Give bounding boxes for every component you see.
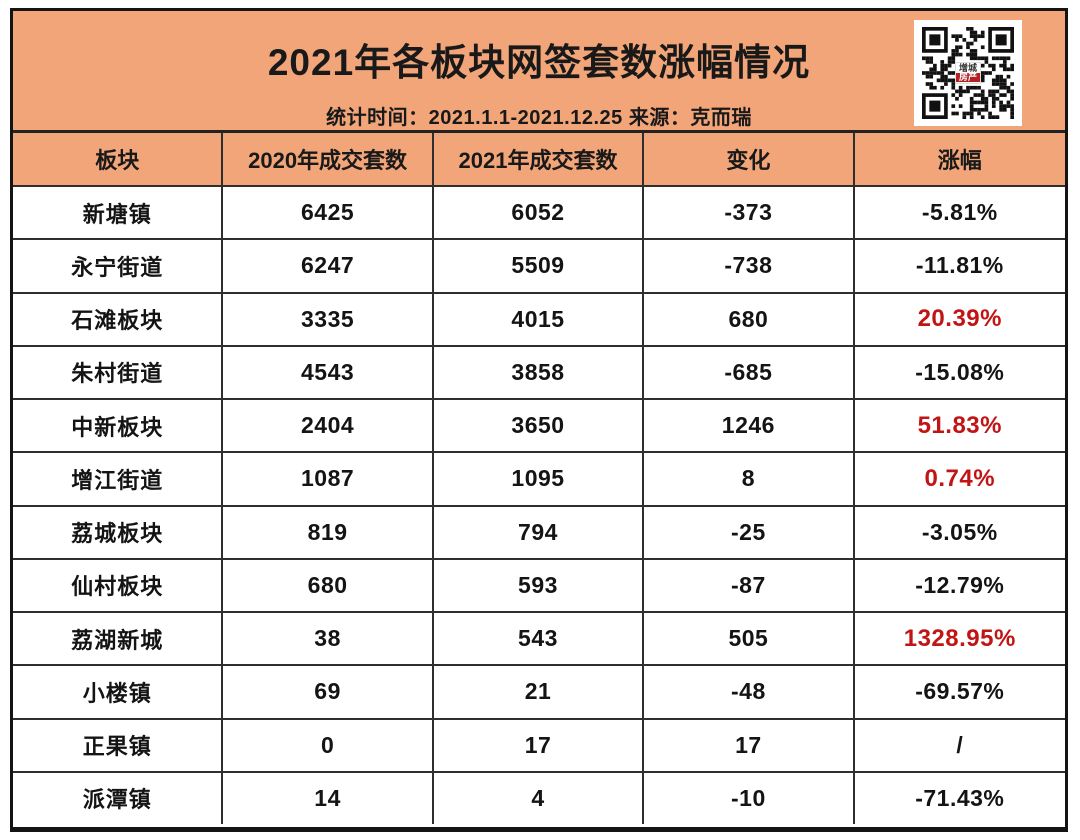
table-row: 正果镇 0 17 17/ — [13, 719, 1065, 773]
cell-change: -25 — [644, 506, 855, 558]
cell-growth-pct: -11.81% — [915, 252, 1004, 279]
cell-block-name: 增江街道 — [13, 453, 224, 505]
table-row: 朱村街道 4543 3858 -685 -15.08% — [13, 346, 1065, 400]
cell-block-name: 荔城板块 — [13, 506, 224, 558]
cell-2021-deals: 1095 — [434, 453, 645, 505]
cell-growth-pct: -15.08% — [915, 358, 1005, 385]
cell-growth-pct: 0.74% — [924, 464, 996, 492]
cell-2021-deals: 593 — [434, 559, 645, 611]
page-subtitle: 统计时间：2021.1.1-2021.12.25 来源：克而瑞 — [326, 107, 752, 129]
table-row: 小楼镇 69 21 -48 -69.57% — [13, 666, 1065, 720]
cell-2021-deals: 3650 — [434, 400, 645, 452]
cell-growth-pct: 20.39% — [917, 305, 1002, 333]
cell-2021-deals: 4 — [434, 772, 645, 824]
cell-change: -10 — [644, 772, 855, 824]
cell-block-name: 小楼镇 — [13, 666, 224, 718]
cell-2020-deals: 6247 — [223, 240, 434, 292]
cell-2020-deals: 0 — [223, 719, 434, 771]
cell-block-name: 石滩板块 — [13, 293, 224, 345]
cell-2020-deals: 680 — [223, 559, 434, 611]
column-header-block: 板块 — [13, 133, 224, 185]
cell-2020-deals: 4543 — [223, 346, 434, 398]
cell-block-name: 荔湖新城 — [13, 613, 224, 665]
cell-block-name: 永宁街道 — [13, 240, 224, 292]
cell-2021-deals: 5509 — [434, 240, 645, 292]
cell-2021-deals: 543 — [434, 613, 645, 665]
cell-2021-deals: 3858 — [434, 346, 645, 398]
table-row: 荔湖新城 38 543 505 1328.95% — [13, 613, 1065, 667]
cell-2021-deals: 6052 — [434, 187, 645, 239]
cell-2021-deals: 17 — [434, 719, 645, 771]
cell-block-name: 朱村街道 — [13, 346, 224, 398]
cell-block-name: 新塘镇 — [13, 187, 224, 239]
cell-change: 1246 — [644, 400, 855, 452]
cell-growth-pct: -12.79% — [915, 571, 1005, 598]
cell-change: -87 — [644, 559, 855, 611]
cell-change: -48 — [644, 666, 855, 718]
table-row: 永宁街道 6247 5509 -738 -11.81% — [13, 240, 1065, 294]
cell-2020-deals: 38 — [223, 613, 434, 665]
column-header-growth: 涨幅 — [937, 148, 982, 173]
table-row: 仙村板块 680 593 -87 -12.79% — [13, 559, 1065, 613]
table-row: 增江街道 1087 1095 8 0.74% — [13, 453, 1065, 507]
cell-change: -373 — [644, 187, 855, 239]
cell-change: 680 — [644, 293, 855, 345]
page-title: 2021年各板块网签套数涨幅情况 — [267, 42, 811, 83]
table-row: 新塘镇 6425 6052 -373 -5.81% — [13, 187, 1065, 241]
column-header-2021-deals: 2021年成交套数 — [434, 133, 645, 185]
infographic-frame: 2021年各板块网签套数涨幅情况 统计时间：2021.1.1-2021.12.2… — [10, 8, 1068, 832]
qr-code-icon: 增城 房产 — [914, 20, 1022, 126]
cell-growth-pct: -5.81% — [921, 199, 998, 226]
cell-2021-deals: 794 — [434, 506, 645, 558]
cell-change: -685 — [644, 346, 855, 398]
table-body: 新塘镇 6425 6052 -373 -5.81% 永宁街道 6247 5509 -738 -11… — [13, 187, 1065, 824]
cell-2021-deals: 4015 — [434, 293, 645, 345]
table-row: 派潭镇 14 4 -10 -71.43% — [13, 772, 1065, 824]
qr-logo-text-bottom: 房产 — [956, 73, 980, 82]
cell-growth-pct: -3.05% — [921, 518, 998, 545]
cell-2021-deals: 21 — [434, 666, 645, 718]
cell-change: 8 — [644, 453, 855, 505]
cell-growth-pct: 51.83% — [917, 411, 1002, 439]
qr-center-logo: 增城 房产 — [955, 62, 981, 84]
cell-2020-deals: 3335 — [223, 293, 434, 345]
cell-block-name: 仙村板块 — [13, 559, 224, 611]
cell-block-name: 派潭镇 — [13, 772, 224, 824]
cell-2020-deals: 1087 — [223, 453, 434, 505]
cell-growth-pct: -69.57% — [915, 678, 1005, 705]
cell-2020-deals: 14 — [223, 772, 434, 824]
table-row: 中新板块 2404 3650 1246 51.83% — [13, 400, 1065, 454]
cell-growth-pct: / — [956, 731, 964, 758]
cell-2020-deals: 69 — [223, 666, 434, 718]
cell-2020-deals: 819 — [223, 506, 434, 558]
table-row: 石滩板块 3335 4015 680 20.39% — [13, 293, 1065, 347]
cell-growth-pct: 1328.95% — [903, 624, 1016, 652]
cell-change: -738 — [644, 240, 855, 292]
cell-2020-deals: 2404 — [223, 400, 434, 452]
table-header-row: 板块 2020年成交套数 2021年成交套数 变化 涨幅 — [13, 133, 1065, 187]
cell-growth-pct: -71.43% — [915, 784, 1005, 811]
column-header-change: 变化 — [644, 133, 855, 185]
title-banner: 2021年各板块网签套数涨幅情况 统计时间：2021.1.1-2021.12.2… — [13, 11, 1065, 133]
qr-logo-text-top: 增城 — [958, 63, 977, 73]
qr-pattern-svg — [922, 27, 1014, 119]
cell-change: 505 — [644, 613, 855, 665]
cell-2020-deals: 6425 — [223, 187, 434, 239]
cell-block-name: 正果镇 — [13, 719, 224, 771]
column-header-2020-deals: 2020年成交套数 — [223, 133, 434, 185]
cell-change: 17 — [644, 719, 855, 771]
cell-block-name: 中新板块 — [13, 400, 224, 452]
table-row: 荔城板块 819 794 -25 -3.05% — [13, 506, 1065, 560]
